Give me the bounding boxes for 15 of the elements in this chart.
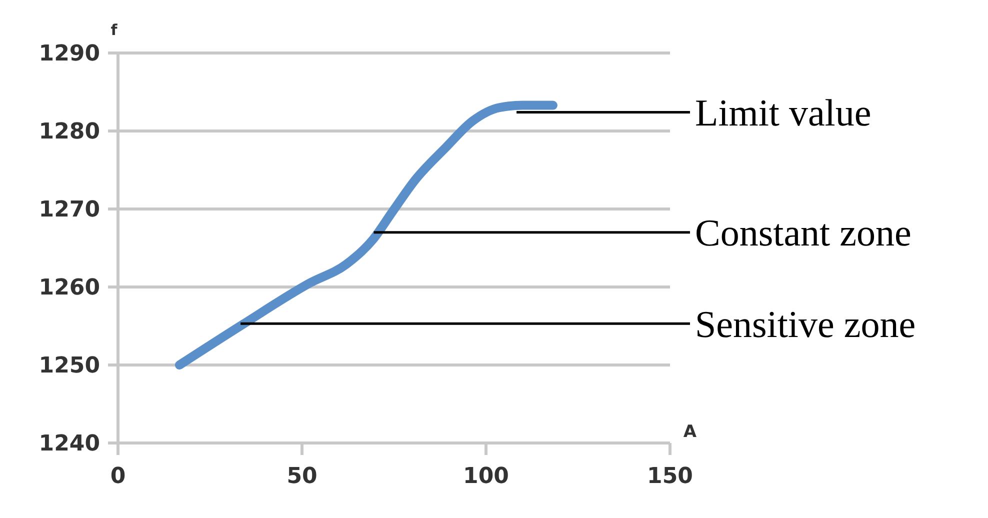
y-tick-label: 1280 <box>38 120 100 145</box>
x-tick-label: 100 <box>463 464 509 489</box>
y-tick-label: 1290 <box>38 42 100 67</box>
y-tick-label: 1240 <box>38 432 100 457</box>
y-axis-title: f <box>110 21 118 39</box>
annotation: Limit value <box>695 92 872 135</box>
x-tick-label: 150 <box>647 464 693 489</box>
x-tick-label: 50 <box>286 464 318 489</box>
x-tick-label: 0 <box>110 464 126 489</box>
y-tick-label: 1270 <box>38 198 100 223</box>
x-axis-title: A <box>683 422 698 442</box>
annotation: Constant zone <box>695 212 912 255</box>
y-tick-label: 1250 <box>38 354 100 379</box>
y-tick-label: 1260 <box>38 276 100 301</box>
annotation: Sensitive zone <box>695 304 916 346</box>
